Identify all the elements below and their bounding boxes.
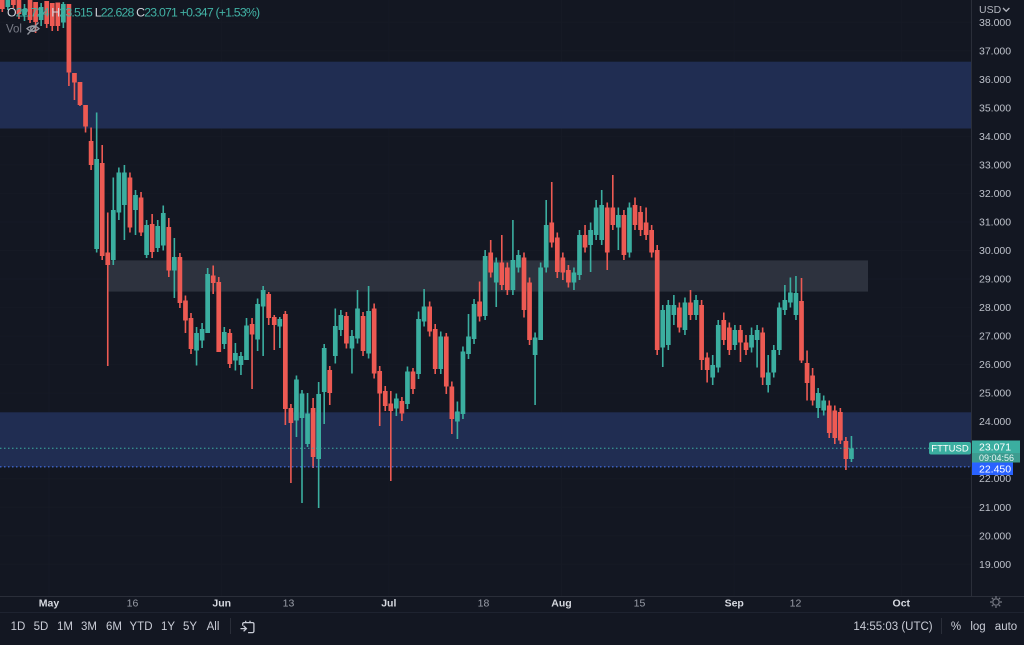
svg-text:29.000: 29.000 (979, 274, 1011, 286)
svg-text:36.000: 36.000 (979, 74, 1011, 86)
svg-text:35.000: 35.000 (979, 102, 1011, 114)
svg-text:15: 15 (634, 598, 646, 610)
svg-text:Jun: Jun (212, 598, 231, 610)
svg-text:1Y: 1Y (161, 621, 175, 633)
svg-text:31.000: 31.000 (979, 217, 1011, 229)
svg-text:25.000: 25.000 (979, 388, 1011, 400)
svg-text:22.000: 22.000 (979, 473, 1011, 485)
svg-text:23.071: 23.071 (979, 442, 1011, 454)
svg-text:20.000: 20.000 (979, 530, 1011, 542)
svg-text:13: 13 (283, 598, 295, 610)
svg-text:09:04:56: 09:04:56 (979, 453, 1014, 463)
svg-text:30.000: 30.000 (979, 245, 1011, 257)
svg-text:26.000: 26.000 (979, 359, 1011, 371)
svg-text:5Y: 5Y (183, 621, 197, 633)
svg-text:Aug: Aug (551, 598, 571, 610)
svg-text:auto: auto (995, 621, 1017, 633)
svg-text:%: % (951, 621, 961, 633)
svg-text:16: 16 (127, 598, 139, 610)
svg-text:Jul: Jul (381, 598, 396, 610)
svg-text:Sep: Sep (725, 598, 744, 610)
svg-text:Vol: Vol (6, 24, 22, 36)
svg-text:6M: 6M (106, 621, 122, 633)
svg-text:5D: 5D (34, 621, 49, 633)
svg-text:O22.724 H23.515 L22.628 C23.07: O22.724 H23.515 L22.628 C23.071 +0.347 (… (7, 6, 260, 20)
svg-text:All: All (207, 621, 220, 633)
svg-text:Oct: Oct (893, 598, 911, 610)
svg-text:19.000: 19.000 (979, 559, 1011, 571)
svg-text:USD: USD (979, 4, 1002, 16)
svg-text:log: log (970, 621, 985, 633)
svg-text:37.000: 37.000 (979, 45, 1011, 57)
svg-text:38.000: 38.000 (979, 17, 1011, 29)
svg-text:1M: 1M (57, 621, 73, 633)
svg-text:3M: 3M (81, 621, 97, 633)
svg-text:18: 18 (478, 598, 490, 610)
svg-text:32.000: 32.000 (979, 188, 1011, 200)
svg-text:FTTUSD: FTTUSD (931, 444, 969, 455)
svg-text:24.000: 24.000 (979, 416, 1011, 428)
svg-text:22.450: 22.450 (979, 463, 1011, 475)
svg-text:34.000: 34.000 (979, 131, 1011, 143)
svg-text:14:55:03 (UTC): 14:55:03 (UTC) (853, 621, 932, 633)
svg-text:21.000: 21.000 (979, 502, 1011, 514)
svg-text:YTD: YTD (130, 621, 153, 633)
svg-text:12: 12 (790, 598, 802, 610)
svg-text:May: May (39, 598, 60, 610)
svg-text:1D: 1D (11, 621, 26, 633)
svg-text:28.000: 28.000 (979, 302, 1011, 314)
svg-text:33.000: 33.000 (979, 159, 1011, 171)
svg-text:27.000: 27.000 (979, 331, 1011, 343)
